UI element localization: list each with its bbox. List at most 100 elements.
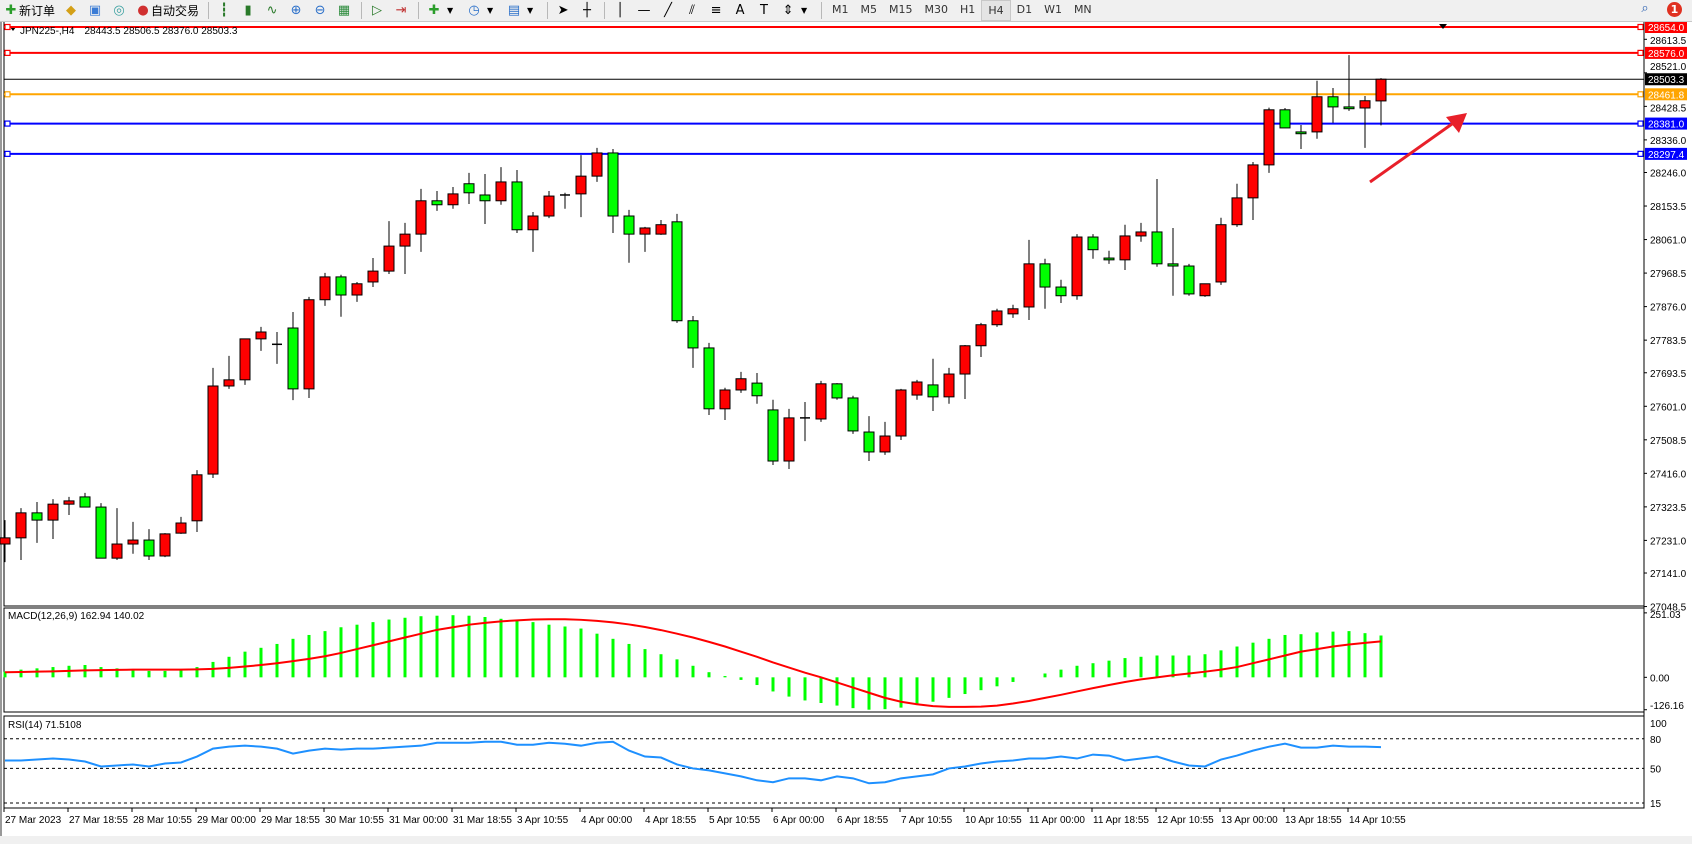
- chart-shift-button[interactable]: ▷: [366, 1, 388, 20]
- timeframe-d1[interactable]: D1: [1016, 3, 1033, 16]
- periods-button[interactable]: ◷ ▼: [463, 1, 501, 20]
- candle: [895, 388, 907, 440]
- candle-body: [1263, 109, 1275, 166]
- candle-body: [591, 152, 603, 177]
- zoom-in-icon: ⊕: [290, 2, 302, 18]
- candle: [1183, 263, 1195, 296]
- chart-shift-icon: ▷: [372, 2, 383, 18]
- candle-body: [95, 506, 107, 559]
- candle: [591, 147, 603, 182]
- channel-icon: ⫽: [689, 2, 695, 18]
- candle-body: [223, 379, 235, 387]
- zoom-in-button[interactable]: ⊕: [285, 1, 307, 20]
- candle-body: [655, 224, 667, 235]
- price-tag: [1645, 46, 1687, 59]
- candle: [1311, 80, 1323, 139]
- toolbar-divider: [208, 2, 210, 19]
- candlestick-icon: ▮: [244, 2, 252, 18]
- candle-body: [959, 345, 971, 375]
- cursor-tool[interactable]: ➤: [552, 1, 574, 20]
- candle: [351, 281, 363, 302]
- candle: [735, 371, 747, 393]
- line-anchor-handle: [4, 91, 11, 98]
- signal-button[interactable]: ◎: [108, 1, 130, 20]
- timeframe-m30[interactable]: M30: [924, 3, 949, 16]
- arrows-tool[interactable]: ⇕ ▼: [777, 1, 815, 20]
- candle: [719, 387, 731, 421]
- vertical-line-tool[interactable]: │: [609, 1, 631, 20]
- candle: [975, 322, 987, 357]
- candlestick-button[interactable]: ▮: [237, 1, 259, 20]
- candle: [319, 272, 331, 306]
- navigator-button[interactable]: ▣: [84, 1, 106, 20]
- timeframe-mn[interactable]: MN: [1073, 3, 1092, 16]
- signal-icon: ◎: [113, 2, 125, 18]
- timeframe-m5[interactable]: M5: [860, 3, 878, 16]
- candle: [879, 421, 891, 455]
- candle-body: [831, 383, 843, 399]
- market-watch-button[interactable]: ◆: [60, 1, 82, 20]
- candle: [95, 503, 107, 559]
- auto-trading-button[interactable]: ● 自动交易: [132, 1, 202, 20]
- timeframe-h1[interactable]: H1: [960, 3, 976, 16]
- macd-tick-label: -126.16: [1650, 701, 1684, 712]
- chart-ohlc: 28443.5 28506.5 28376.0 28503.3: [84, 26, 237, 37]
- templates-button[interactable]: ▤ ▼: [503, 1, 541, 20]
- candle: [847, 395, 859, 434]
- crosshair-tool[interactable]: ┼: [576, 1, 598, 20]
- equidistant-channel-tool[interactable]: ⫽: [681, 1, 703, 20]
- macd-label: MACD(12,26,9) 162.94 140.02: [8, 611, 145, 622]
- candle-body: [703, 347, 715, 410]
- autoscroll-button[interactable]: ⇥: [390, 1, 412, 20]
- zoom-out-button[interactable]: ⊖: [309, 1, 331, 20]
- candle: [431, 190, 443, 211]
- candle-body: [31, 512, 43, 521]
- horizontal-line-tool[interactable]: —: [633, 1, 655, 20]
- candle: [495, 167, 507, 205]
- timeframe-h4[interactable]: H4: [981, 0, 1011, 21]
- timeframe-m15[interactable]: M15: [889, 3, 913, 16]
- notification-badge[interactable]: 1: [1667, 1, 1682, 17]
- time-tick-label: 12 Apr 10:55: [1157, 815, 1214, 826]
- candle-body: [975, 324, 987, 347]
- rsi-tick-label: 50: [1650, 764, 1662, 775]
- timeframe-w1[interactable]: W1: [1044, 3, 1062, 16]
- pane-border: [3, 20, 1645, 607]
- text-tool[interactable]: A: [729, 1, 751, 20]
- new-order-button[interactable]: ✚ 新订单: [0, 1, 58, 20]
- candle-body: [287, 327, 299, 390]
- time-tick-label: 14 Apr 10:55: [1349, 815, 1406, 826]
- dropdown-arrow-icon: ▼: [486, 5, 494, 15]
- fibonacci-tool[interactable]: ≡: [705, 1, 727, 20]
- candle-body: [1023, 263, 1035, 308]
- time-tick-label: 7 Apr 10:55: [901, 815, 953, 826]
- candle-body: [527, 215, 539, 231]
- trendline-tool[interactable]: ╱: [657, 1, 679, 20]
- chart-frame: [0, 20, 1645, 844]
- candle-body: [143, 539, 155, 557]
- line-anchor-handle: [4, 120, 11, 127]
- candle-body: [255, 331, 267, 340]
- candle-body: [1007, 308, 1019, 315]
- candle-body: [63, 500, 75, 505]
- candle: [1087, 234, 1099, 259]
- time-tick-label: 31 Mar 00:00: [389, 815, 448, 826]
- candle-body: [47, 503, 59, 521]
- candle: [1007, 304, 1019, 318]
- horizontal-line-icon: —: [637, 2, 651, 18]
- time-tick-label: 27 Mar 2023: [5, 815, 62, 826]
- tile-windows-icon: ▦: [337, 2, 351, 18]
- candle: [463, 172, 475, 205]
- candle-body: [511, 181, 523, 231]
- indicators-button[interactable]: ✚ ▼: [423, 1, 461, 20]
- line-chart-button[interactable]: ∿: [261, 1, 283, 20]
- timeframe-m1[interactable]: M1: [832, 3, 849, 16]
- price-tag: [1645, 117, 1687, 130]
- search-icon[interactable]: ⌕: [1641, 1, 1649, 16]
- tile-windows-button[interactable]: ▦: [333, 1, 355, 20]
- text-label-tool[interactable]: T: [753, 1, 775, 20]
- bar-chart-button[interactable]: ┇: [213, 1, 235, 20]
- horizontal-lines: 28654.0 28576.0 28503.3 28461.8 28381.0 28297…: [4, 21, 1687, 161]
- candle: [671, 213, 683, 323]
